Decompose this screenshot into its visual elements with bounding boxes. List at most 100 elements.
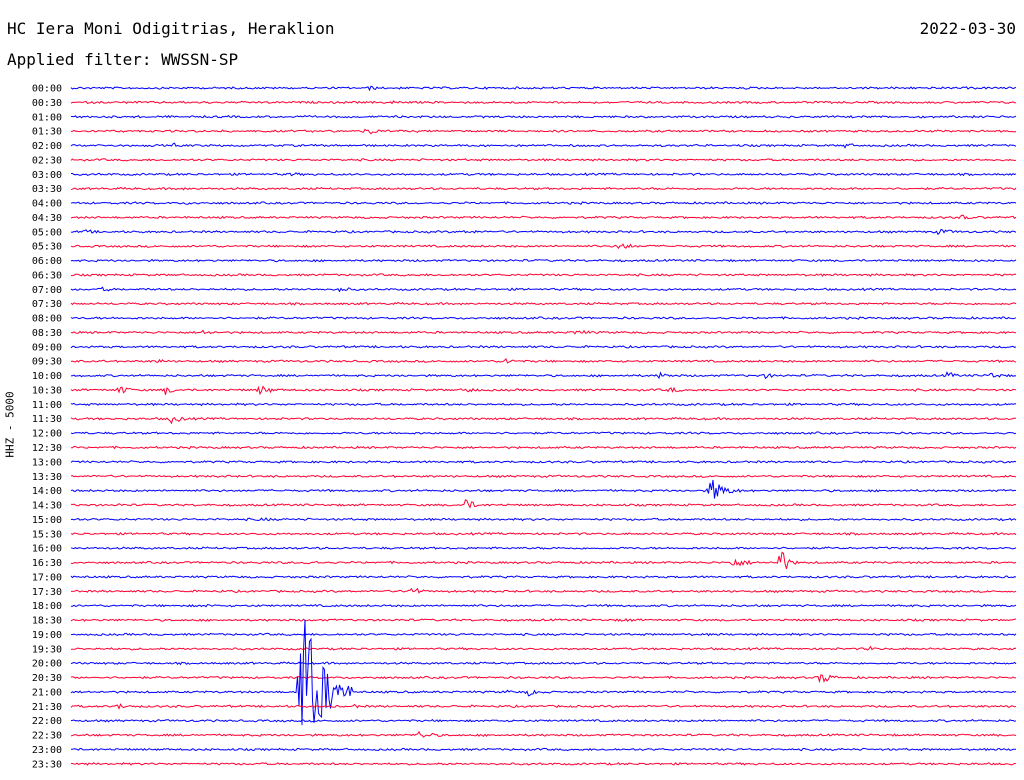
row-time-label: 07:30 (32, 299, 62, 310)
row-time-label: 00:00 (32, 84, 62, 95)
station-title: HC Iera Moni Odigitrias, Heraklion (7, 19, 335, 38)
seismic-trace (70, 258, 1017, 263)
filter-label: Applied filter: WWSSN-SP (7, 50, 239, 69)
seismic-trace (71, 747, 1016, 752)
row-time-label: 20:00 (32, 659, 62, 670)
seismic-trace (71, 587, 1017, 594)
row-time-label: 10:30 (32, 385, 62, 396)
seismic-trace (70, 243, 1017, 250)
row-time-label: 07:00 (32, 285, 62, 296)
row-time-label: 05:00 (32, 227, 62, 238)
seismic-trace (70, 661, 1017, 666)
seismic-trace (70, 357, 1017, 364)
seismic-trace (70, 632, 1017, 637)
seismic-trace (70, 619, 1017, 726)
seismic-trace (70, 416, 1017, 425)
seismic-trace (70, 546, 1017, 550)
seismic-trace (70, 385, 1017, 396)
row-time-label: 14:30 (32, 501, 62, 512)
seismic-trace (71, 603, 1017, 608)
row-time-label: 17:30 (32, 587, 62, 598)
row-time-label: 11:00 (32, 400, 62, 411)
row-time-label: 05:30 (32, 242, 62, 253)
seismic-trace (70, 100, 1017, 105)
row-time-label: 22:30 (32, 731, 62, 742)
row-time-label: 01:00 (32, 112, 62, 123)
seismic-trace (70, 617, 1017, 622)
date-label: 2022-03-30 (919, 19, 1016, 38)
row-time-label: 06:00 (32, 256, 62, 267)
seismic-trace (70, 142, 1017, 149)
seismic-trace (70, 730, 1017, 738)
row-time-label: 04:30 (32, 213, 62, 224)
seismic-trace (71, 114, 1017, 119)
row-time-label: 23:00 (32, 745, 62, 756)
seismic-trace (70, 460, 1017, 464)
seismic-trace (70, 762, 1017, 766)
row-time-label: 16:30 (32, 558, 62, 569)
seismic-trace (70, 158, 1017, 162)
row-time-label: 06:30 (32, 270, 62, 281)
seismic-trace (70, 431, 1017, 435)
seismic-trace (70, 531, 1017, 536)
row-time-label: 11:30 (32, 414, 62, 425)
seismic-trace (70, 214, 1017, 220)
row-time-label: 19:00 (32, 630, 62, 641)
seismic-trace (71, 172, 1017, 177)
row-time-label: 18:00 (32, 601, 62, 612)
row-time-label: 01:30 (32, 127, 62, 138)
seismic-trace (70, 329, 1017, 335)
row-time-label: 16:00 (32, 544, 62, 555)
row-time-label: 13:00 (32, 457, 62, 468)
seismic-trace (70, 474, 1017, 479)
seismic-trace (70, 301, 1017, 306)
seismic-trace (70, 228, 1017, 236)
row-time-label: 00:30 (32, 98, 62, 109)
row-time-label: 21:30 (32, 702, 62, 713)
seismic-trace (71, 273, 1017, 277)
row-time-label: 21:00 (32, 687, 62, 698)
seismic-trace (70, 128, 1017, 135)
row-time-label: 13:30 (32, 472, 62, 483)
row-time-label: 17:00 (32, 572, 62, 583)
seismic-trace (70, 85, 1017, 92)
row-time-label: 15:30 (32, 529, 62, 540)
seismic-trace (70, 286, 1017, 293)
row-time-label: 23:30 (32, 759, 62, 770)
seismic-trace (70, 371, 1017, 380)
row-time-label: 12:30 (32, 443, 62, 454)
seismic-trace (70, 186, 1017, 191)
row-time-label: 03:00 (32, 170, 62, 181)
seismic-trace (70, 499, 1017, 509)
seismic-trace (70, 344, 1017, 349)
row-time-label: 10:00 (32, 371, 62, 382)
seismic-trace (70, 445, 1017, 450)
row-time-label: 08:30 (32, 328, 62, 339)
row-time-label: 19:30 (32, 644, 62, 655)
row-time-label: 09:30 (32, 357, 62, 368)
row-time-label: 08:00 (32, 314, 62, 325)
seismic-trace (70, 718, 1017, 723)
seismic-trace (70, 201, 1017, 205)
row-time-label: 15:00 (32, 515, 62, 526)
row-time-label: 22:00 (32, 716, 62, 727)
seismic-trace (70, 316, 1017, 320)
row-time-label: 09:00 (32, 342, 62, 353)
seismic-trace (70, 479, 1017, 499)
row-time-label: 02:30 (32, 155, 62, 166)
row-time-label: 14:00 (32, 486, 62, 497)
row-time-label: 03:30 (32, 184, 62, 195)
seismic-trace (70, 551, 1017, 570)
seismic-trace (70, 402, 1017, 407)
row-time-label: 18:30 (32, 616, 62, 627)
seismic-trace (70, 703, 1017, 710)
seismic-trace (70, 575, 1017, 579)
row-time-label: 04:00 (32, 199, 62, 210)
row-time-label: 20:30 (32, 673, 62, 684)
seismic-trace (70, 517, 1017, 522)
seismic-trace (70, 645, 1017, 651)
seismic-trace (70, 673, 1017, 684)
row-time-label: 12:00 (32, 429, 62, 440)
row-time-label: 02:00 (32, 141, 62, 152)
